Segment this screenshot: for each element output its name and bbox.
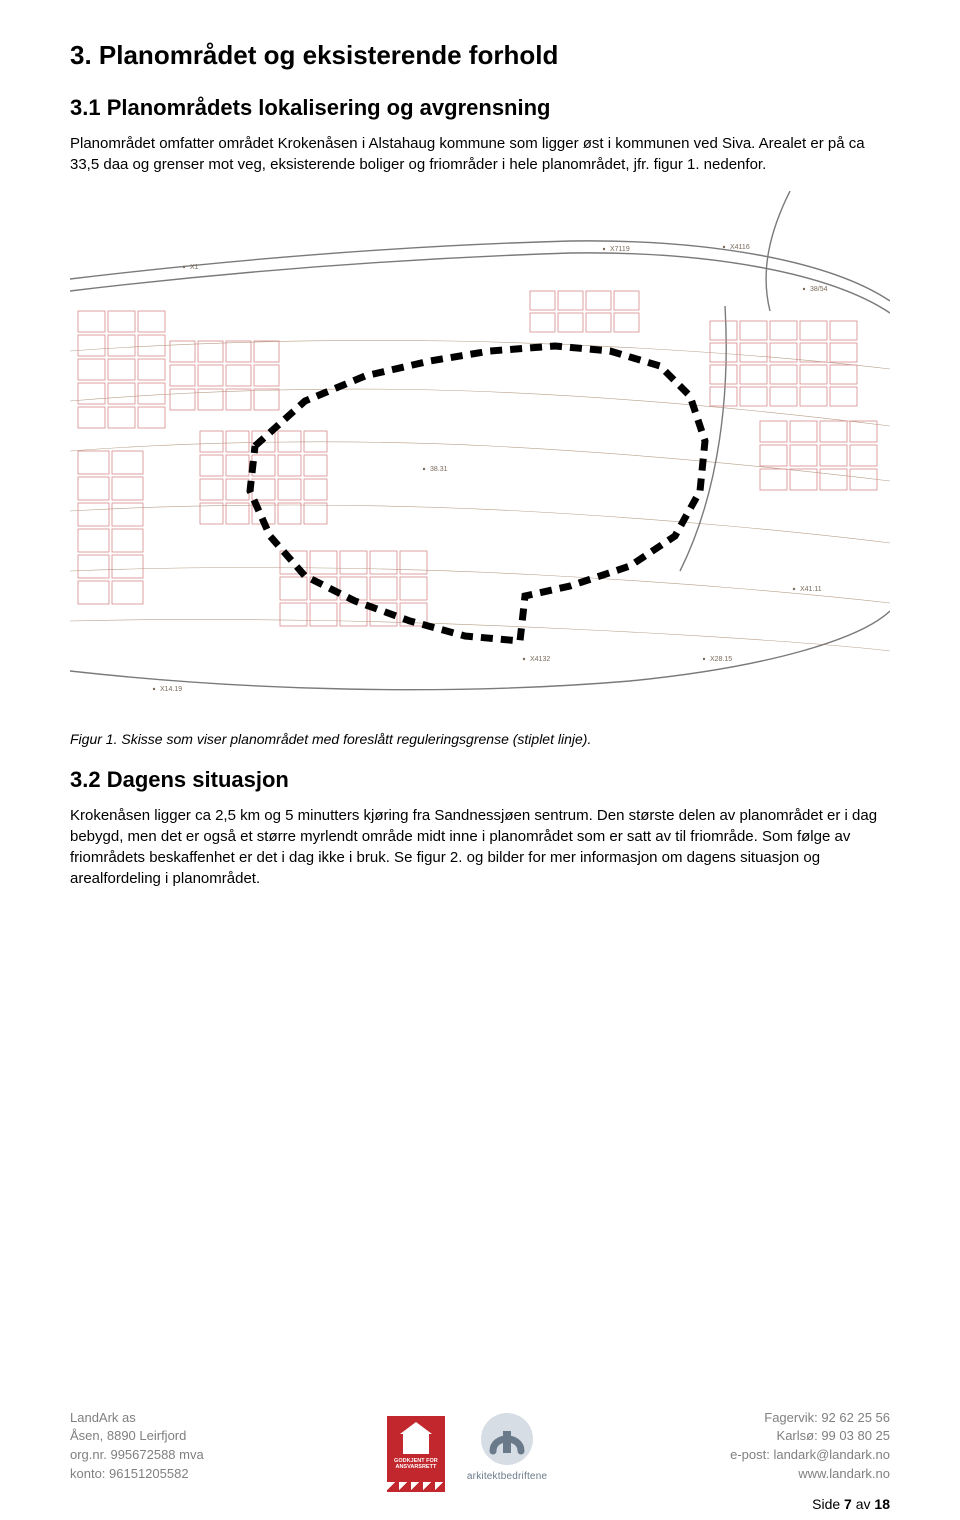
- svg-text:X7119: X7119: [610, 246, 630, 253]
- page-footer: LandArk as Åsen, 8890 Leirfjord org.nr. …: [70, 1409, 890, 1484]
- paragraph-localisation: Planområdet omfatter området Krokenåsen …: [70, 133, 890, 175]
- footer-phone2: Karlsø: 99 03 80 25: [730, 1427, 890, 1446]
- footer-account: konto: 96151205582: [70, 1465, 204, 1484]
- page-current: 7: [844, 1496, 852, 1512]
- heading-2-localisation: 3.1 Planområdets lokalisering og avgrens…: [70, 95, 890, 121]
- figure-1-caption: Figur 1. Skisse som viser planområdet me…: [70, 731, 890, 747]
- footer-left-block: LandArk as Åsen, 8890 Leirfjord org.nr. …: [70, 1409, 204, 1484]
- svg-text:X1: X1: [190, 264, 199, 271]
- approval-badge: GODKJENT FOR ANSVARSRETT: [387, 1416, 445, 1482]
- svg-text:X14.19: X14.19: [160, 686, 182, 693]
- page-sep: av: [852, 1496, 875, 1512]
- heading-2-situation: 3.2 Dagens situasjon: [70, 767, 890, 793]
- footer-web: www.landark.no: [730, 1465, 890, 1484]
- svg-text:38/54: 38/54: [810, 286, 828, 293]
- map-svg: X1 X7119 38/54 38.31 X4132 X28.15 X41.11 X14.19…: [70, 191, 890, 721]
- heading-1: 3. Planområdet og eksisterende forhold: [70, 40, 890, 71]
- svg-text:X4116: X4116: [730, 244, 750, 251]
- svg-text:38.31: 38.31: [430, 466, 448, 473]
- house-icon: [403, 1434, 429, 1454]
- figure-1-map: X1 X7119 38/54 38.31 X4132 X28.15 X41.11 X14.19…: [70, 191, 890, 721]
- page-number: Side 7 av 18: [812, 1496, 890, 1512]
- footer-email: e-post: landark@landark.no: [730, 1446, 890, 1465]
- footer-badges: GODKJENT FOR ANSVARSRETT arkitektbedrift…: [387, 1411, 547, 1484]
- page-label: Side: [812, 1496, 844, 1512]
- footer-orgnr: org.nr. 995672588 mva: [70, 1446, 204, 1465]
- footer-phone1: Fagervik: 92 62 25 56: [730, 1409, 890, 1428]
- badge1-line2: ANSVARSRETT: [394, 1464, 438, 1470]
- footer-company: LandArk as: [70, 1409, 204, 1428]
- svg-text:X41.11: X41.11: [800, 586, 822, 593]
- arkitektbedriftene-badge: arkitektbedriftene: [467, 1411, 547, 1482]
- footer-address: Åsen, 8890 Leirfjord: [70, 1427, 204, 1446]
- arkitekt-logo-icon: [479, 1411, 535, 1467]
- svg-text:X4132: X4132: [530, 656, 550, 663]
- footer-right-block: Fagervik: 92 62 25 56 Karlsø: 99 03 80 2…: [730, 1409, 890, 1484]
- svg-text:X28.15: X28.15: [710, 656, 732, 663]
- badge2-label: arkitektbedriftene: [467, 1471, 547, 1482]
- paragraph-situation: Krokenåsen ligger ca 2,5 km og 5 minutte…: [70, 805, 890, 889]
- page-total: 18: [874, 1496, 890, 1512]
